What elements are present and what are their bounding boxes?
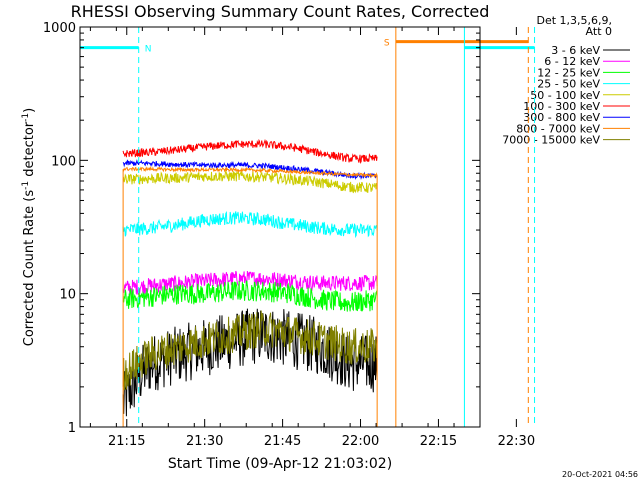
x-tick-label-3: 21:45 bbox=[264, 434, 301, 449]
legend-header: Det 1,3,5,6,9,Att 0 bbox=[536, 14, 612, 38]
x-axis-label: Start Time (09-Apr-12 21:03:02) bbox=[168, 456, 392, 472]
legend-header-line-1: Det 1,3,5,6,9, bbox=[536, 14, 612, 27]
legend-label-5: 50 - 100 keV bbox=[530, 89, 600, 102]
legend-header-line-2: Att 0 bbox=[586, 25, 612, 38]
series-line-2 bbox=[122, 270, 378, 295]
series-line-5 bbox=[122, 169, 378, 194]
x-tick-label-4: 22:00 bbox=[342, 434, 379, 449]
night-flag-label: N bbox=[145, 45, 152, 55]
legend-label-2: 6 - 12 keV bbox=[544, 55, 600, 68]
legend-label-6: 100 - 300 keV bbox=[523, 100, 600, 113]
legend-label-1: 3 - 6 keV bbox=[551, 44, 600, 57]
legend-label-8: 800 - 7000 keV bbox=[516, 122, 600, 135]
y-tick-label-2: 10 bbox=[59, 288, 76, 303]
y-axis-label: Corrected Count Rate (s-1 detector-1) bbox=[21, 108, 37, 346]
series-line-4 bbox=[122, 210, 378, 239]
series-line-3 bbox=[122, 280, 378, 313]
footer-timestamp: 20-Oct-2021 04:56 bbox=[562, 470, 638, 479]
chart-title: RHESSI Observing Summary Count Rates, Co… bbox=[71, 2, 490, 21]
y-tick-label-4: 1000 bbox=[43, 21, 76, 36]
plot-area: NS bbox=[79, 27, 536, 427]
saa-flag-label: S bbox=[384, 39, 390, 49]
y-tick-label-3: 100 bbox=[51, 154, 76, 169]
series-line-6 bbox=[122, 138, 378, 165]
legend-label-4: 25 - 50 keV bbox=[537, 78, 600, 91]
x-tick-label-2: 21:30 bbox=[186, 434, 223, 449]
series-line-9 bbox=[122, 310, 378, 391]
legend-label-3: 12 - 25 keV bbox=[537, 66, 600, 79]
x-tick-label-5: 22:15 bbox=[420, 434, 457, 449]
legend-label-9: 7000 - 15000 keV bbox=[502, 134, 600, 147]
y-tick-label-1: 1 bbox=[68, 421, 76, 436]
axes: 21:15 21:30 21:45 22:00 22:15 22:30 1 10 100 1000 bbox=[43, 21, 535, 449]
legend-label-7: 300 - 800 keV bbox=[523, 111, 600, 124]
x-tick-label-6: 22:30 bbox=[498, 434, 535, 449]
series-line-8 bbox=[122, 165, 378, 179]
plot-frame bbox=[79, 26, 481, 428]
x-tick-label-1: 21:15 bbox=[108, 434, 145, 449]
